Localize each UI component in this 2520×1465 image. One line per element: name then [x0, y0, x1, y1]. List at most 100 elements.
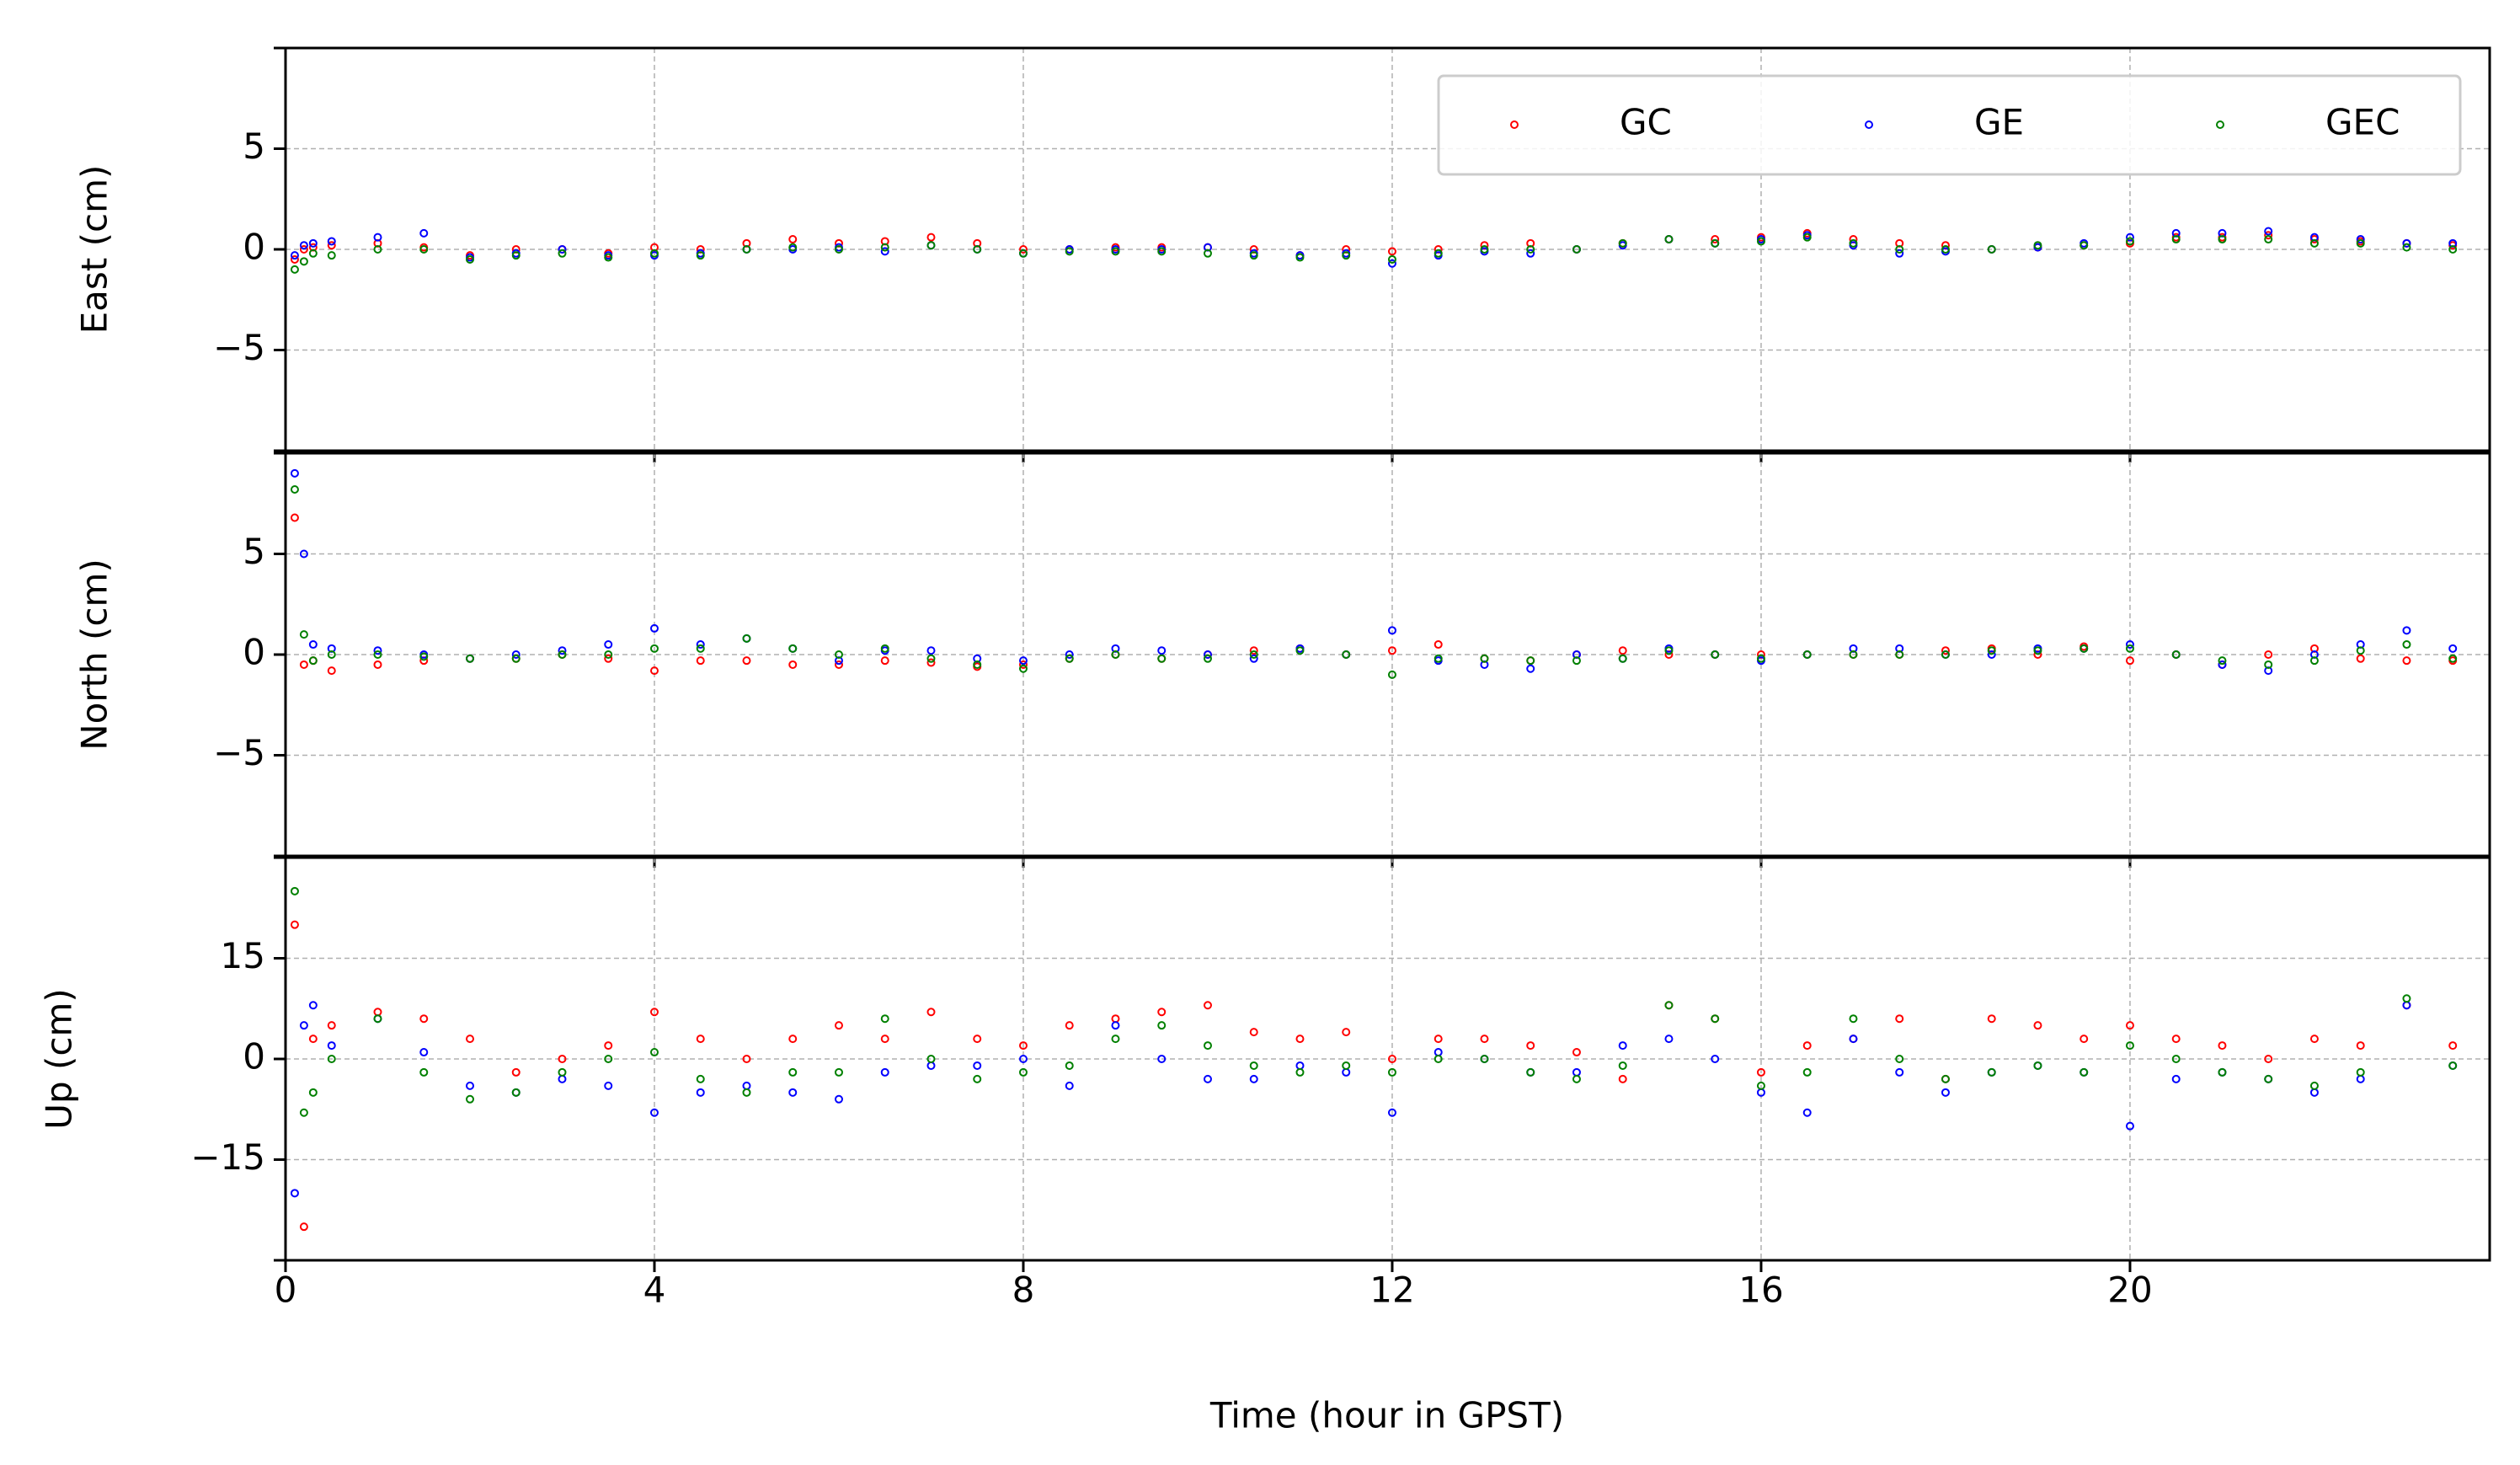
- data-point: [1018, 660, 1028, 669]
- data-point: [1849, 1014, 1858, 1024]
- data-point: [1342, 650, 1351, 659]
- data-point: [465, 1081, 474, 1090]
- data-point: [1387, 670, 1396, 679]
- x-tick-label: 4: [643, 1270, 666, 1311]
- data-point: [1387, 1067, 1396, 1077]
- data-point: [2356, 1041, 2365, 1051]
- data-point: [2448, 245, 2458, 254]
- data-point: [1849, 650, 1858, 659]
- data-point: [373, 650, 382, 659]
- data-point: [558, 249, 567, 258]
- data-point: [327, 1055, 336, 1063]
- data-point: [1895, 245, 1904, 254]
- data-point: [511, 1067, 521, 1077]
- data-point: [788, 644, 798, 653]
- data-point: [373, 646, 382, 655]
- data-point: [788, 660, 798, 669]
- data-point: [419, 1014, 429, 1024]
- y-tick-label: −5: [213, 327, 265, 368]
- data-point: [926, 233, 936, 242]
- data-point: [1018, 664, 1028, 673]
- data-point: [290, 1189, 299, 1198]
- data-point: [1802, 1067, 1812, 1077]
- data-point: [290, 265, 299, 274]
- data-point: [1157, 654, 1167, 663]
- data-point: [373, 1008, 382, 1017]
- data-point: [696, 251, 705, 260]
- data-point: [1802, 233, 1812, 242]
- data-point: [1342, 1067, 1351, 1077]
- data-point: [1802, 1041, 1812, 1051]
- data-point: [1295, 1067, 1305, 1077]
- y-axis-label: North (cm): [74, 559, 115, 751]
- data-point: [2033, 241, 2042, 250]
- data-point: [1065, 654, 1074, 663]
- data-point: [973, 245, 982, 254]
- data-point: [327, 237, 336, 246]
- data-point: [299, 245, 308, 254]
- data-point: [1387, 1108, 1396, 1117]
- plot-frame: [284, 46, 2491, 452]
- data-point: [1065, 1081, 1074, 1090]
- data-point: [1295, 1061, 1305, 1070]
- data-point: [926, 241, 936, 250]
- data-point: [1203, 249, 1212, 258]
- data-point: [1526, 664, 1535, 673]
- data-point: [465, 1094, 474, 1104]
- data-point: [1387, 259, 1396, 268]
- data-point: [2402, 243, 2411, 252]
- data-point: [511, 654, 521, 663]
- data-point: [2402, 1001, 2411, 1010]
- data-point: [1480, 245, 1489, 254]
- data-point: [290, 254, 299, 264]
- y-tick-label: 15: [221, 935, 265, 976]
- data-point: [511, 650, 521, 659]
- data-point: [2309, 1088, 2319, 1097]
- data-point: [1711, 238, 1720, 248]
- data-point: [1387, 646, 1396, 655]
- data-point: [308, 1088, 318, 1097]
- data-point: [1526, 245, 1535, 254]
- data-point: [926, 658, 936, 667]
- data-point: [2356, 646, 2365, 655]
- data-point: [926, 1008, 936, 1017]
- data-point: [2264, 650, 2273, 659]
- data-point: [742, 245, 751, 254]
- data-point: [558, 646, 567, 655]
- data-point: [2356, 235, 2365, 244]
- data-point: [1664, 646, 1674, 655]
- data-point: [2402, 994, 2411, 1003]
- data-point: [788, 1088, 798, 1097]
- data-point: [742, 1081, 751, 1090]
- data-point: [1434, 654, 1443, 663]
- data-point: [299, 1021, 308, 1030]
- data-point: [1342, 251, 1351, 260]
- data-point: [2218, 1041, 2227, 1051]
- data-point: [373, 245, 382, 254]
- data-point: [973, 1061, 982, 1070]
- data-point: [1526, 1067, 1535, 1077]
- data-point: [1849, 1035, 1858, 1044]
- data-point: [1664, 1001, 1674, 1010]
- data-point: [2125, 233, 2134, 242]
- data-point: [1203, 654, 1212, 663]
- data-point: [604, 654, 613, 663]
- data-point: [2402, 238, 2411, 248]
- y-tick-label: 5: [243, 531, 265, 572]
- data-point: [1295, 646, 1305, 655]
- data-point: [2080, 644, 2089, 653]
- data-point: [2125, 1121, 2134, 1131]
- data-point: [788, 235, 798, 244]
- data-point: [649, 623, 659, 633]
- data-point: [1157, 1008, 1167, 1017]
- y-tick-label: 0: [243, 227, 265, 268]
- data-point: [327, 1021, 336, 1030]
- data-point: [327, 251, 336, 260]
- data-point: [1618, 646, 1627, 655]
- data-point: [1618, 1041, 1627, 1051]
- data-point: [2402, 626, 2411, 635]
- legend-marker: [1865, 120, 1873, 129]
- data-point: [649, 1008, 659, 1017]
- data-point: [2356, 1074, 2365, 1083]
- data-point: [1111, 1014, 1120, 1024]
